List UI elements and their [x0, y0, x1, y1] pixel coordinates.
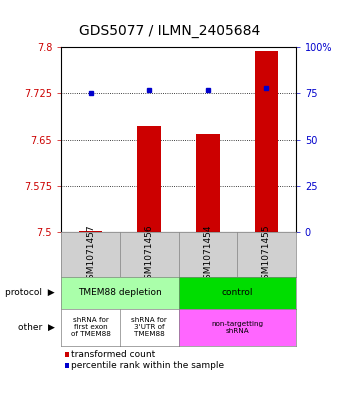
Bar — [255, 51, 278, 232]
Text: GSM1071454: GSM1071454 — [203, 224, 212, 285]
Text: other  ▶: other ▶ — [18, 323, 54, 332]
Text: percentile rank within the sample: percentile rank within the sample — [71, 361, 224, 370]
Text: control: control — [221, 288, 253, 297]
Text: TMEM88 depletion: TMEM88 depletion — [78, 288, 162, 297]
Text: GDS5077 / ILMN_2405684: GDS5077 / ILMN_2405684 — [79, 24, 261, 38]
Text: GSM1071455: GSM1071455 — [262, 224, 271, 285]
Text: shRNA for
first exon
of TMEM88: shRNA for first exon of TMEM88 — [71, 317, 110, 337]
Text: shRNA for
3'UTR of
TMEM88: shRNA for 3'UTR of TMEM88 — [131, 317, 167, 337]
Text: transformed count: transformed count — [71, 350, 155, 359]
Text: non-targetting
shRNA: non-targetting shRNA — [211, 321, 263, 334]
Bar — [196, 134, 220, 232]
Text: GSM1071456: GSM1071456 — [145, 224, 154, 285]
Bar — [79, 231, 102, 232]
Text: GSM1071457: GSM1071457 — [86, 224, 95, 285]
Bar — [137, 126, 161, 232]
Text: protocol  ▶: protocol ▶ — [5, 288, 54, 297]
